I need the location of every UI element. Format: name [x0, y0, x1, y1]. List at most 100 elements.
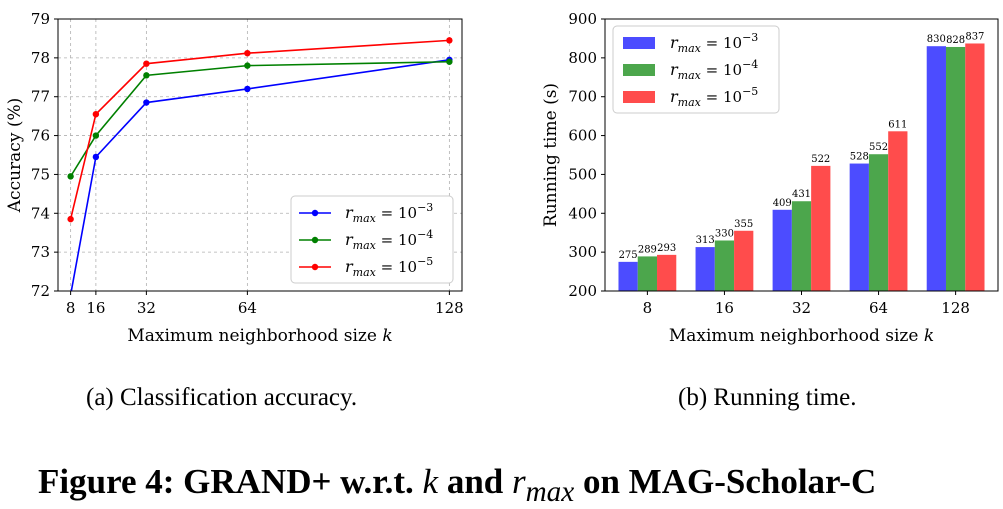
bar-series-1 [618, 261, 638, 291]
legend-label-3: rmax = 10−5 [670, 85, 758, 109]
figure-title: Figure 4: GRAND+ w.r.t. k and rmax on MA… [38, 462, 876, 509]
legend-box [290, 195, 454, 284]
legend-label-1: rmax = 10−3 [345, 201, 433, 225]
bar-series-2 [637, 256, 658, 291]
series-point-3 [143, 60, 150, 67]
series-point-3 [244, 49, 251, 57]
legend-marker [311, 263, 319, 271]
bar-series-3 [811, 165, 831, 291]
x-tick-label: 128 [941, 299, 970, 317]
x-tick-label: 32 [137, 299, 156, 317]
y-tick-label: 78 [31, 49, 50, 67]
y-tick-label: 73 [31, 243, 50, 261]
series-point-3 [67, 215, 74, 223]
x-tick-label: 16 [86, 299, 105, 317]
series-point-1 [143, 99, 150, 106]
figure-title-r: rmax [512, 462, 574, 508]
x-tick-label: 8 [66, 299, 76, 317]
bar-series-3 [965, 43, 985, 292]
x-axis-label: Maximum neighborhood size k [127, 326, 392, 346]
y-tick-label: 500 [568, 165, 597, 183]
bar-series-2 [868, 154, 889, 291]
y-tick-label: 200 [568, 282, 597, 300]
figure-title-and: and [446, 462, 504, 501]
figure-title-suffix: on MAG-Scholar-C [582, 462, 877, 501]
legend-swatch [623, 37, 655, 49]
y-tick-label: 700 [568, 88, 597, 106]
bar-value-label: 313 [696, 235, 715, 246]
series-point-2 [67, 173, 74, 180]
series-line-3 [69, 39, 450, 220]
bar-value-label: 830 [927, 34, 946, 45]
legend: rmax = 10−3 rmax = 10−4 rmax = 10−5 [612, 25, 780, 114]
y-tick-label: 75 [31, 165, 50, 183]
legend-swatch [623, 91, 655, 103]
bar-series-3 [888, 131, 908, 291]
caption-running-time: (b) Running time. [678, 384, 857, 411]
bar-series-1 [926, 46, 946, 292]
legend-label-3: rmax = 10−5 [345, 255, 433, 279]
series-point-2 [244, 62, 251, 69]
bar-series-1 [772, 209, 792, 291]
series-point-2 [446, 58, 453, 65]
accuracy-line-chart: 72 73 74 75 76 77 78 79 8 16 32 64 128 Maximum neighb… [5, 10, 464, 346]
y-axis-label: Running time (s) [541, 83, 561, 227]
y-tick-label: 74 [31, 204, 50, 222]
bar-value-label: 552 [869, 142, 888, 153]
series-point-1 [92, 153, 100, 161]
legend-marker [311, 209, 319, 217]
y-tick-label: 600 [568, 127, 597, 145]
y-tick-label: 300 [568, 243, 597, 261]
series-line-2 [69, 60, 450, 177]
bar-series-2 [945, 46, 966, 291]
legend-label-2: rmax = 10−4 [345, 228, 433, 252]
x-tick-label: 64 [238, 299, 257, 317]
y-tick-label: 79 [31, 10, 50, 28]
legend: rmax = 10−3 rmax = 10−4 rmax = 10−5 [290, 195, 454, 284]
x-tick-label: 128 [435, 299, 464, 317]
legend-label-1: rmax = 10−3 [670, 31, 758, 55]
bar-value-label: 431 [792, 189, 811, 200]
series-point-3 [446, 37, 453, 44]
plot-frame [57, 18, 463, 292]
bar-value-label: 522 [811, 154, 830, 165]
bar-series-2 [714, 240, 735, 291]
y-tick-label: 76 [31, 127, 50, 145]
y-tick-label: 400 [568, 204, 597, 222]
figure-title-k: k [422, 462, 439, 501]
caption-accuracy: (a) Classification accuracy. [86, 384, 358, 411]
bar-series-1 [695, 247, 715, 291]
bar-series-1 [849, 163, 869, 291]
y-tick-label: 77 [31, 88, 50, 106]
figure-title-prefix: Figure 4: GRAND+ w.r.t. [38, 462, 414, 501]
bar-series-3 [734, 230, 754, 291]
series-point-2 [92, 132, 100, 139]
running-time-bar-chart: 275 313 409 528 830 289 330 431 552 828 293 355 522 6… [541, 10, 999, 346]
bar-series-3 [657, 254, 677, 291]
y-tick-label: 72 [31, 282, 50, 300]
bar-value-label: 611 [888, 119, 907, 130]
bar-value-label: 409 [773, 198, 792, 209]
figure-title-r-sub: max [525, 476, 575, 508]
bar-value-label: 828 [946, 35, 965, 46]
legend-label-2: rmax = 10−4 [670, 58, 758, 82]
legend-swatch [623, 64, 655, 76]
y-tick-label: 800 [568, 49, 597, 67]
series-point-3 [92, 111, 100, 118]
legend-marker [311, 236, 319, 244]
bar-value-label: 293 [657, 243, 676, 254]
bar-value-label: 528 [850, 152, 869, 163]
bar-value-label: 289 [638, 244, 657, 255]
x-tick-label: 64 [869, 299, 888, 317]
x-tick-label: 32 [792, 299, 811, 317]
bar-value-label: 330 [715, 228, 734, 239]
x-tick-label: 16 [715, 299, 734, 317]
x-tick-label: 8 [643, 299, 653, 317]
bar-series-2 [791, 201, 812, 291]
series-point-2 [143, 72, 150, 79]
bar-value-label: 837 [965, 31, 984, 42]
y-axis-label: Accuracy (%) [5, 98, 25, 213]
y-tick-label: 900 [568, 10, 597, 28]
bar-value-label: 275 [619, 250, 638, 261]
